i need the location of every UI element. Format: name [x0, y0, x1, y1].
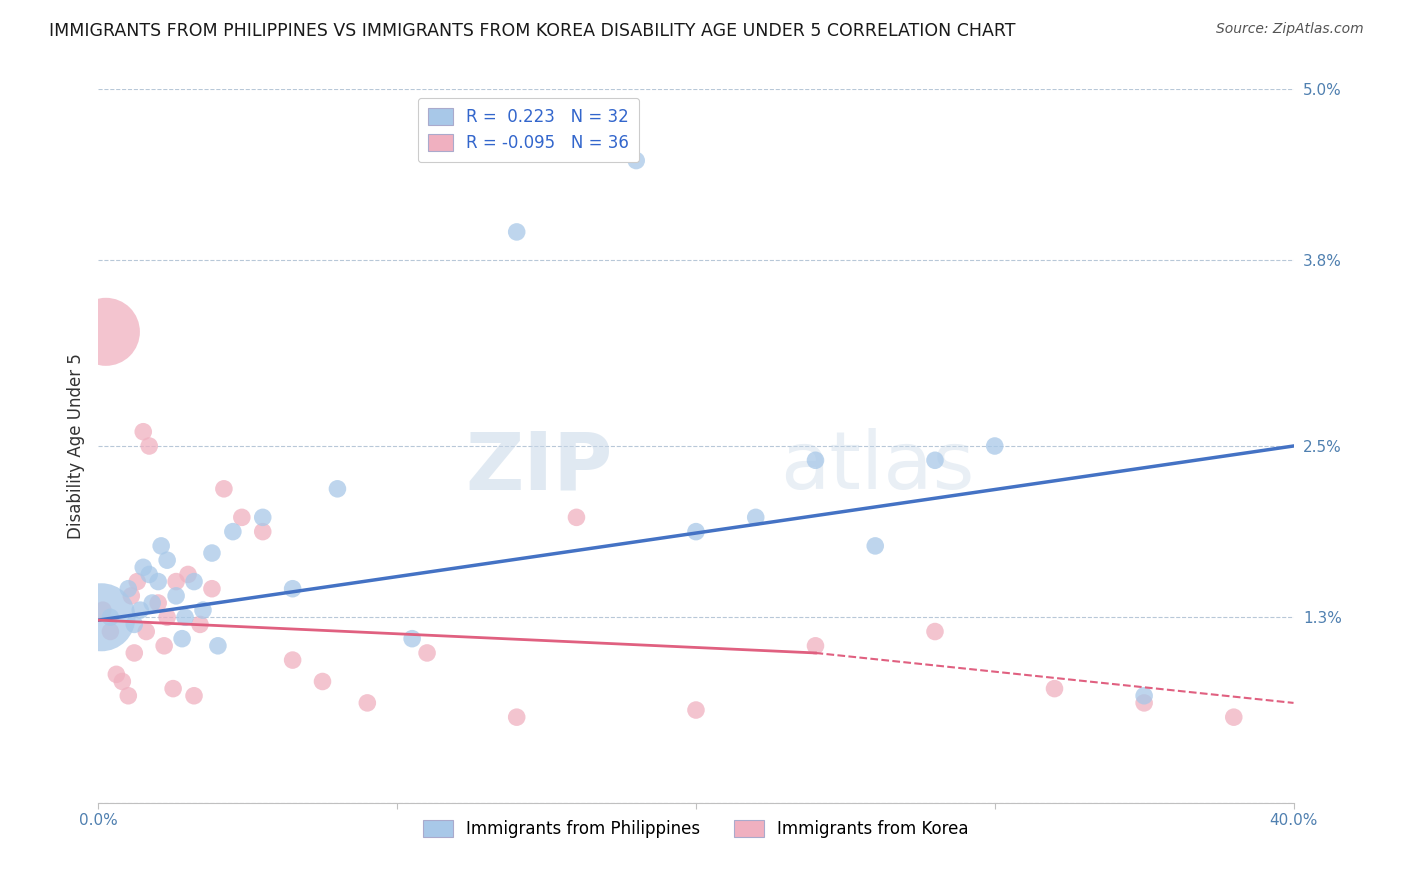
Point	[141, 596, 163, 610]
Point	[231, 510, 253, 524]
Point	[401, 632, 423, 646]
Point	[1133, 696, 1156, 710]
Point	[124, 617, 146, 632]
Point	[685, 703, 707, 717]
Point	[156, 610, 179, 624]
Point	[924, 453, 946, 467]
Point	[138, 439, 160, 453]
Y-axis label: Disability Age Under 5: Disability Age Under 5	[66, 353, 84, 539]
Point	[127, 574, 149, 589]
Point	[222, 524, 245, 539]
Point	[626, 153, 648, 168]
Point	[120, 589, 142, 603]
Point	[201, 582, 224, 596]
Point	[804, 639, 827, 653]
Point	[117, 689, 139, 703]
Point	[148, 596, 170, 610]
Point	[506, 225, 529, 239]
Point	[804, 453, 827, 467]
Point	[94, 325, 117, 339]
Point	[135, 624, 157, 639]
Point	[356, 696, 378, 710]
Point	[183, 574, 205, 589]
Point	[1223, 710, 1246, 724]
Point	[745, 510, 768, 524]
Point	[924, 624, 946, 639]
Point	[506, 710, 529, 724]
Point	[865, 539, 887, 553]
Point	[105, 667, 128, 681]
Text: atlas: atlas	[779, 428, 974, 507]
Point	[124, 646, 146, 660]
Point	[212, 482, 235, 496]
Point	[165, 589, 187, 603]
Text: IMMIGRANTS FROM PHILIPPINES VS IMMIGRANTS FROM KOREA DISABILITY AGE UNDER 5 CORR: IMMIGRANTS FROM PHILIPPINES VS IMMIGRANT…	[49, 22, 1015, 40]
Point	[91, 603, 114, 617]
Point	[98, 624, 122, 639]
Point	[153, 639, 176, 653]
Point	[150, 539, 173, 553]
Point	[156, 553, 179, 567]
Point	[117, 582, 139, 596]
Point	[281, 653, 304, 667]
Point	[129, 603, 152, 617]
Point	[183, 689, 205, 703]
Point	[148, 574, 170, 589]
Legend: Immigrants from Philippines, Immigrants from Korea: Immigrants from Philippines, Immigrants …	[416, 813, 976, 845]
Point	[132, 560, 155, 574]
Point	[685, 524, 707, 539]
Text: ZIP: ZIP	[465, 428, 613, 507]
Point	[191, 603, 214, 617]
Point	[201, 546, 224, 560]
Point	[90, 610, 112, 624]
Point	[207, 639, 229, 653]
Point	[172, 632, 194, 646]
Point	[132, 425, 155, 439]
Point	[416, 646, 439, 660]
Point	[311, 674, 333, 689]
Point	[98, 610, 122, 624]
Point	[1043, 681, 1066, 696]
Point	[138, 567, 160, 582]
Text: Source: ZipAtlas.com: Source: ZipAtlas.com	[1216, 22, 1364, 37]
Point	[565, 510, 588, 524]
Point	[1133, 689, 1156, 703]
Point	[281, 582, 304, 596]
Point	[177, 567, 200, 582]
Point	[188, 617, 211, 632]
Point	[162, 681, 184, 696]
Point	[165, 574, 187, 589]
Point	[252, 510, 274, 524]
Point	[984, 439, 1007, 453]
Point	[111, 674, 134, 689]
Point	[252, 524, 274, 539]
Point	[174, 610, 197, 624]
Point	[326, 482, 349, 496]
